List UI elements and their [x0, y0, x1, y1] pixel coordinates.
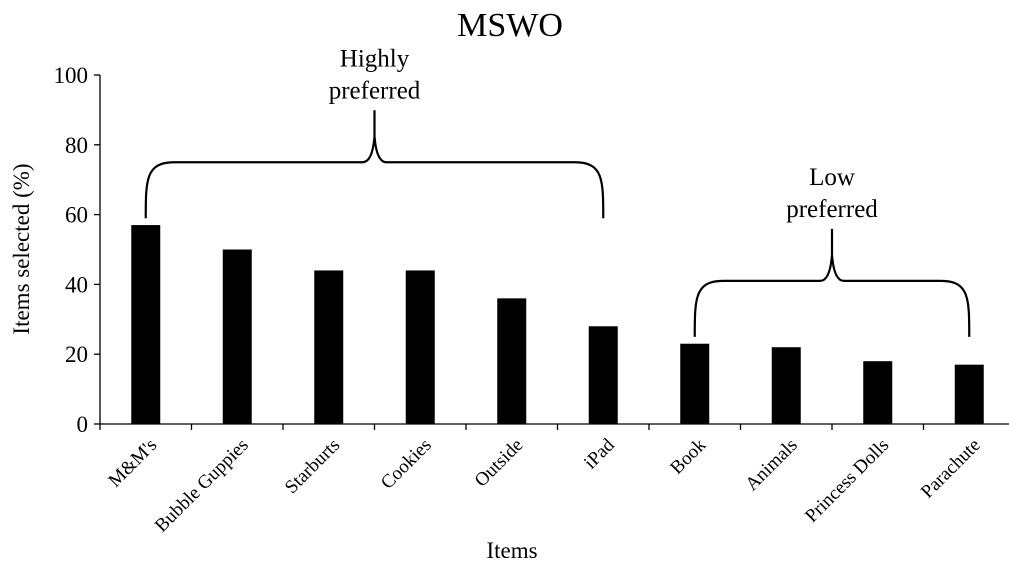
- x-tick-label: Parachute: [917, 435, 985, 503]
- x-tick-label: Cookies: [377, 435, 436, 494]
- x-tick-label: Bubble Guppies: [151, 435, 253, 537]
- x-tick-label: iPad: [580, 434, 619, 473]
- y-tick-label: 100: [54, 63, 89, 88]
- y-tick-label: 80: [65, 133, 88, 158]
- chart-title: MSWO: [457, 7, 563, 44]
- x-axis-label: Items: [486, 538, 537, 563]
- bar: [314, 270, 344, 424]
- bar: [954, 364, 984, 424]
- bar: [222, 249, 252, 424]
- bracket: [144, 110, 605, 219]
- bracket: [693, 228, 971, 337]
- y-axis: 0 20 40 60 80 100: [54, 63, 101, 437]
- y-tick-label: 20: [65, 342, 88, 367]
- x-tick-label: Princess Dolls: [801, 435, 893, 527]
- bar: [405, 270, 435, 424]
- bar: [588, 326, 618, 424]
- annotation-label: Highly: [340, 45, 410, 72]
- x-tick-label: Animals: [741, 435, 801, 495]
- bar: [771, 347, 801, 424]
- bar: [131, 225, 161, 424]
- annotation-label: Low: [809, 164, 855, 191]
- x-tick-label: Starburts: [281, 435, 344, 498]
- y-tick-label: 0: [77, 412, 89, 437]
- annotation-label: preferred: [786, 196, 878, 223]
- x-tick-label: Book: [666, 434, 710, 478]
- y-tick-label: 60: [65, 203, 88, 228]
- annotation-label: preferred: [329, 77, 421, 104]
- bar: [863, 361, 893, 424]
- annotations: Highly preferred Low preferred: [144, 45, 971, 337]
- x-tick-label: M&M's: [104, 435, 161, 492]
- x-tick-label: Outside: [471, 435, 528, 492]
- bar: [497, 298, 527, 424]
- bar: [680, 343, 710, 424]
- y-axis-label: Items selected (%): [9, 163, 34, 334]
- bars: [131, 225, 984, 424]
- y-tick-label: 40: [65, 272, 88, 297]
